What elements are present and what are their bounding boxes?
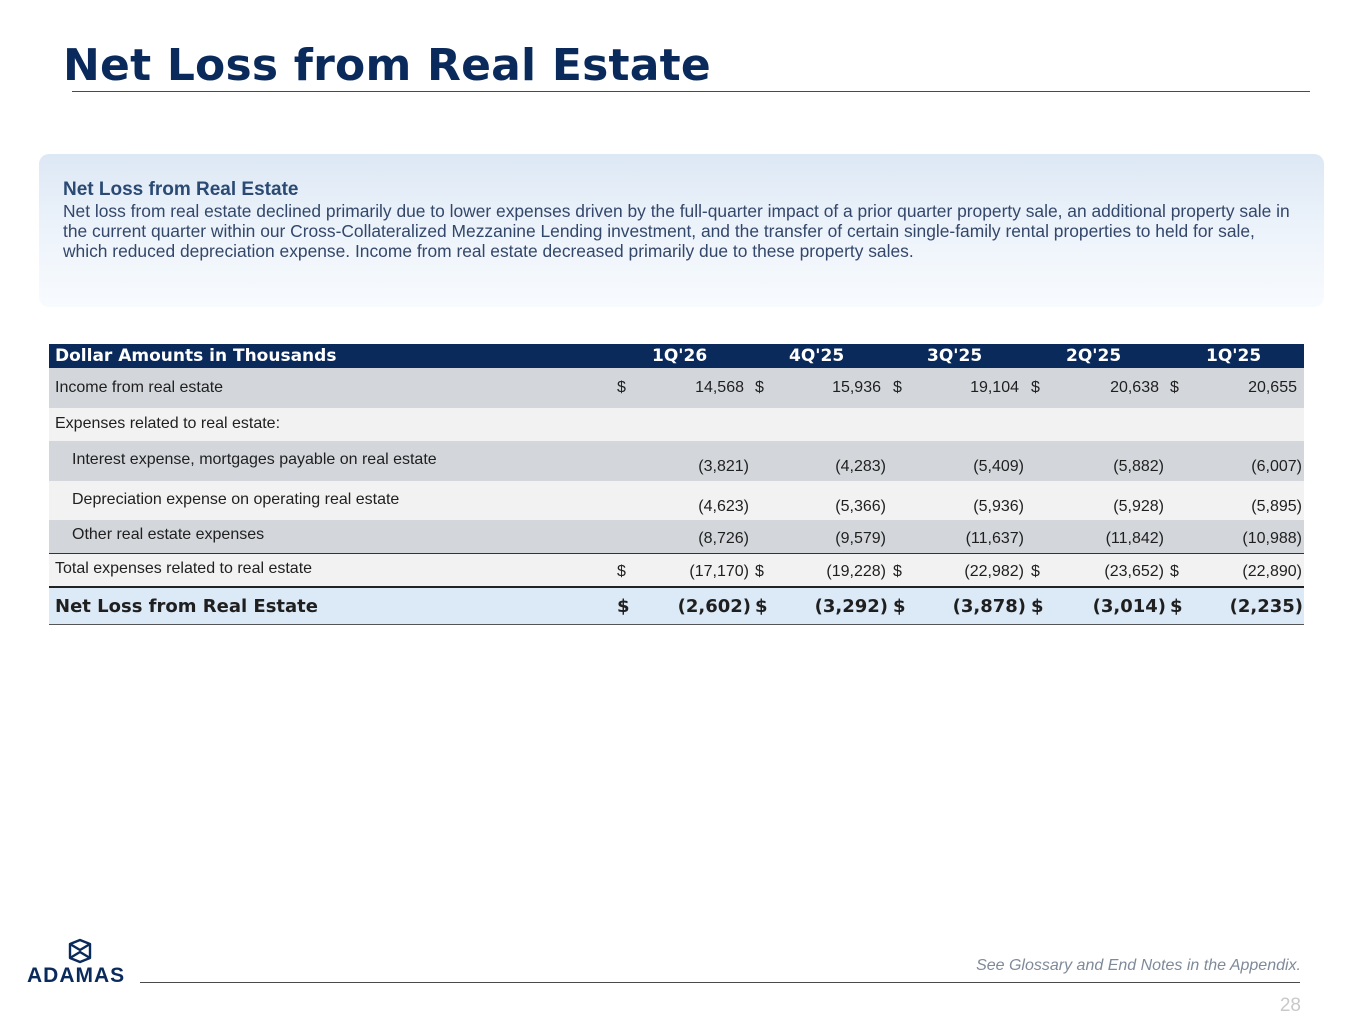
table-row: Depreciation expense on operating real e… (49, 481, 1304, 520)
dollar-sign: $ (755, 563, 764, 580)
table-row: Other real estate expenses (8,726) (9,57… (49, 520, 1304, 553)
dollar-sign: $ (1031, 563, 1040, 580)
footnote: See Glossary and End Notes in the Append… (976, 957, 1301, 974)
header-label: Dollar Amounts in Thousands (55, 346, 337, 366)
cell-value: (5,882) (1113, 458, 1164, 475)
dollar-sign: $ (893, 596, 906, 617)
cell-value: (5,409) (973, 458, 1024, 475)
dollar-sign: $ (1170, 379, 1179, 396)
cell-value: (4,283) (835, 458, 886, 475)
dollar-sign: $ (617, 563, 626, 580)
page-number: 28 (1279, 995, 1301, 1016)
header-period-4: 2Q'25 (1066, 346, 1122, 366)
cell-value: (4,623) (698, 498, 749, 515)
table-row-total: Total expenses related to real estate $ … (49, 553, 1304, 586)
cell-value: 19,104 (970, 379, 1019, 396)
cell-value: (23,652) (1104, 563, 1164, 580)
callout-body: Net loss from real estate declined prima… (63, 201, 1290, 261)
table-row: Interest expense, mortgages payable on r… (49, 441, 1304, 481)
page-title: Net Loss from Real Estate (63, 40, 711, 91)
header-period-2: 4Q'25 (789, 346, 845, 366)
dollar-sign: $ (1031, 596, 1044, 617)
cell-value: (5,895) (1251, 498, 1302, 515)
cell-value: (2,235) (1229, 596, 1303, 617)
cell-value: 14,568 (695, 379, 744, 396)
row-label: Depreciation expense on operating real e… (72, 491, 400, 508)
cell-value: (22,890) (1242, 563, 1302, 580)
cell-value: (2,602) (677, 596, 751, 617)
row-label: Income from real estate (55, 379, 224, 396)
cell-value: (11,842) (1105, 530, 1164, 547)
cell-value: 20,638 (1110, 379, 1159, 396)
header-period-1: 1Q'26 (652, 346, 708, 366)
cell-value: (17,170) (689, 563, 749, 580)
cell-value: (3,821) (698, 458, 749, 475)
cell-value: (5,928) (1113, 498, 1164, 515)
cell-value: (3,878) (952, 596, 1026, 617)
cell-value: (11,637) (965, 530, 1024, 547)
dollar-sign: $ (893, 563, 902, 580)
callout-heading: Net Loss from Real Estate (63, 179, 299, 200)
cell-value: (5,366) (835, 498, 886, 515)
dollar-sign: $ (893, 379, 902, 396)
cell-value: (8,726) (698, 530, 749, 547)
title-divider (72, 91, 1310, 92)
dollar-sign: $ (617, 596, 630, 617)
row-label: Other real estate expenses (72, 526, 265, 543)
table-row: Expenses related to real estate: (49, 408, 1304, 441)
logo-wordmark: ADAMAS (27, 964, 126, 987)
footer-divider (140, 982, 1300, 983)
dollar-sign: $ (755, 596, 768, 617)
cell-value: (3,292) (814, 596, 888, 617)
row-label: Net Loss from Real Estate (55, 596, 318, 617)
dollar-sign: $ (617, 379, 626, 396)
row-label: Expenses related to real estate: (55, 415, 281, 432)
dollar-sign: $ (755, 379, 764, 396)
header-period-5: 1Q'25 (1206, 346, 1262, 366)
cell-value: (19,228) (826, 563, 886, 580)
cell-value: 20,655 (1248, 379, 1297, 396)
row-label: Total expenses related to real estate (55, 560, 313, 577)
cell-value: (6,007) (1251, 458, 1302, 475)
table-header-row: Dollar Amounts in Thousands 1Q'26 4Q'25 … (49, 344, 1304, 368)
cell-value: (3,014) (1092, 596, 1166, 617)
cell-value: (22,982) (964, 563, 1024, 580)
cell-value: (10,988) (1242, 530, 1302, 547)
summary-callout (39, 154, 1324, 307)
cell-value: (9,579) (835, 530, 886, 547)
dollar-sign: $ (1031, 379, 1040, 396)
row-label: Interest expense, mortgages payable on r… (72, 451, 437, 468)
dollar-sign: $ (1170, 596, 1183, 617)
cell-value: (5,936) (973, 498, 1024, 515)
cell-value: 15,936 (832, 379, 881, 396)
header-period-3: 3Q'25 (927, 346, 983, 366)
table-row: Income from real estate $ 14,568 $ 15,93… (49, 368, 1304, 408)
financial-table: Dollar Amounts in Thousands 1Q'26 4Q'25 … (49, 344, 1304, 625)
table-row-net-loss: Net Loss from Real Estate $ (2,602) $ (3… (49, 586, 1304, 625)
adamas-logo-icon (68, 938, 92, 964)
dollar-sign: $ (1170, 563, 1179, 580)
